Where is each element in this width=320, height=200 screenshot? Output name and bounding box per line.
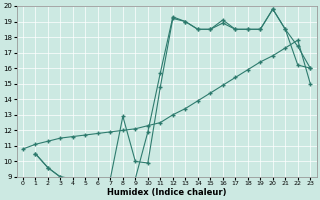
- X-axis label: Humidex (Indice chaleur): Humidex (Indice chaleur): [107, 188, 226, 197]
